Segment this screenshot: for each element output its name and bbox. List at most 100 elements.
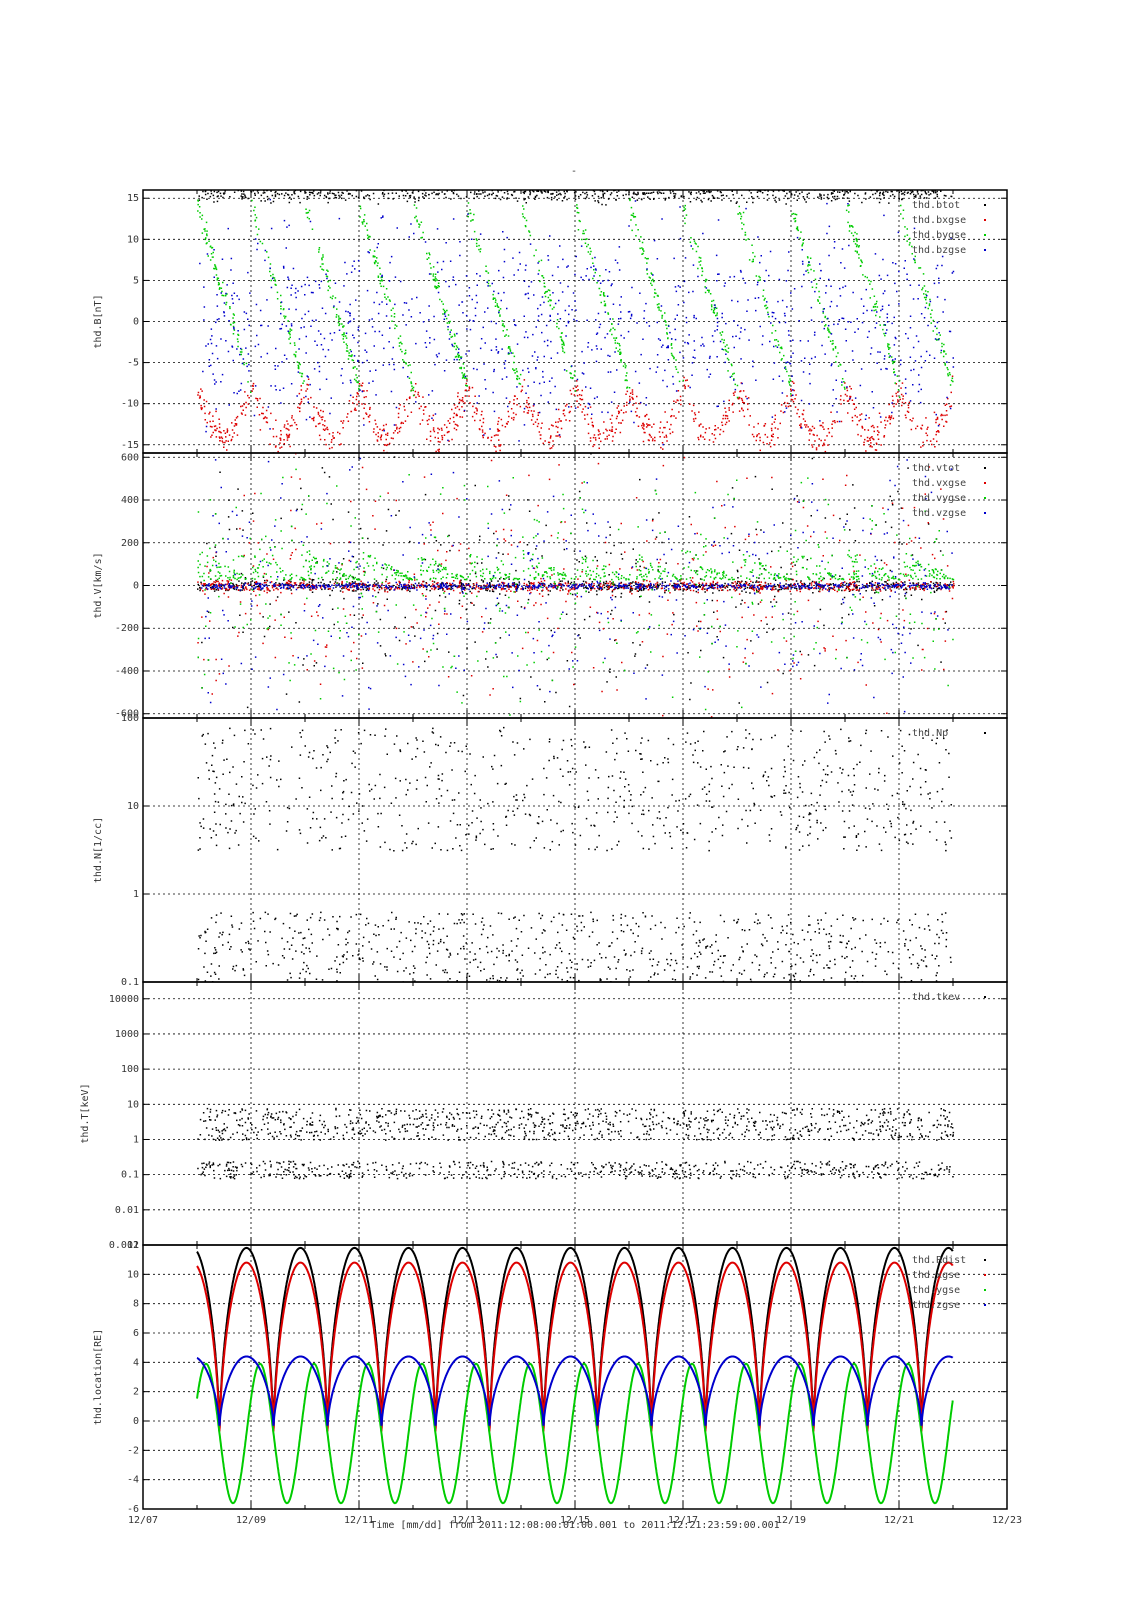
- figure-title: -: [571, 166, 577, 177]
- y-tick-label: 10: [127, 1099, 139, 1110]
- y-tick-label: -2: [127, 1445, 139, 1456]
- legend-marker: [984, 234, 986, 236]
- y-tick-label: -10: [121, 399, 139, 410]
- y-tick-label: 100: [121, 1064, 139, 1075]
- legend-label: thd.vygse: [912, 493, 966, 504]
- x-axis-footer: Time [mm/dd] from 2011:12:08:00:01:00.00…: [370, 1520, 779, 1531]
- y-tick-label: 10: [127, 234, 139, 245]
- x-tick-label: 12/09: [236, 1515, 266, 1526]
- y-tick-label: 1: [133, 889, 139, 900]
- y-tick-label: 1: [133, 1134, 139, 1145]
- legend-marker: [984, 1274, 986, 1276]
- y-tick-label: 12: [127, 1240, 139, 1251]
- series-points-thd-bzgse: [199, 190, 955, 446]
- series-line-thd-xgse: [196, 1261, 954, 1432]
- y-tick-label: -600: [115, 709, 139, 720]
- y-tick-label: 0: [133, 581, 139, 592]
- y-tick-label: 10: [127, 1269, 139, 1280]
- y-axis-label: thd.T[keV]: [80, 1083, 91, 1143]
- plot-area: [196, 1246, 954, 1505]
- series-points-thd-bxgse: [197, 375, 954, 453]
- panel-density: 0.1 1 10 100 thd.N[1/cc] thd.Np: [93, 713, 1008, 988]
- y-axis-label: thd.V[km/s]: [93, 552, 104, 618]
- y-tick-label: -15: [121, 440, 139, 451]
- legend-label: thd.bygse: [912, 230, 966, 241]
- y-axis-label: thd.location[RE]: [93, 1329, 104, 1425]
- legend-marker: [984, 1289, 986, 1291]
- panel-location: -6 -4 -2 0 2 4 6 8 10 12 thd.location[RE] thd.Rdist…: [93, 1240, 1008, 1515]
- series-points-thd-vzgse: [201, 457, 953, 713]
- legend-marker: [984, 1304, 986, 1306]
- legend-label: thd.Np: [912, 728, 948, 739]
- plot-area: [197, 190, 955, 453]
- legend-marker: [984, 1259, 986, 1261]
- series-points-thd-vxgse: [197, 453, 955, 718]
- y-tick-label: 0.001: [109, 1240, 139, 1251]
- y-tick-label: 4: [133, 1357, 139, 1368]
- series-line-thd-zgse: [196, 1355, 954, 1426]
- y-tick-label: -200: [115, 623, 139, 634]
- legend-label: thd.Rdist: [912, 1255, 966, 1266]
- legend-marker: [984, 497, 986, 499]
- legend-label: thd.bxgse: [912, 215, 966, 226]
- y-tick-label: -5: [127, 358, 139, 369]
- legend-marker: [984, 249, 986, 251]
- legend-label: thd.ygse: [912, 1285, 960, 1296]
- legend-label: thd.zgse: [912, 1300, 960, 1311]
- series-points-thd-vygse: [197, 468, 955, 716]
- x-tick-label: 12/07: [128, 1515, 158, 1526]
- y-tick-label: 10000: [109, 994, 139, 1005]
- panel-magnetic-field: -15 -10 -5 0 5 10 15 thd.B[nT] thd.btot thd.bxgse…: [93, 189, 1008, 454]
- y-tick-label: 0: [133, 1416, 139, 1427]
- y-tick-label: 10: [127, 801, 139, 812]
- plot-area: [197, 453, 955, 718]
- legend-label: thd.xgse: [912, 1270, 960, 1281]
- legend-label: thd.vxgse: [912, 478, 966, 489]
- y-tick-label: 400: [121, 495, 139, 506]
- panel-velocity: -600 -400 -200 0 200 400 600 thd.V[km/s] thd.vto…: [93, 452, 1008, 720]
- legend-label: thd.tkev: [912, 992, 960, 1003]
- y-tick-label: 2: [133, 1387, 139, 1398]
- y-tick-label: -4: [127, 1475, 139, 1486]
- legend-label: thd.btot: [912, 200, 960, 211]
- y-tick-label: 0: [133, 317, 139, 328]
- series-points-thd-bygse: [197, 198, 954, 399]
- y-tick-label: 0.01: [115, 1205, 139, 1216]
- legend-marker: [984, 204, 986, 206]
- legend-marker: [984, 732, 986, 734]
- panel-frame: [142, 1244, 1008, 1510]
- y-tick-label: 5: [133, 275, 139, 286]
- x-tick-label: 12/17: [668, 1515, 698, 1526]
- y-tick-label: 6: [133, 1328, 139, 1339]
- x-tick-label: 12/13: [452, 1515, 482, 1526]
- legend-label: thd.vtot: [912, 463, 960, 474]
- y-tick-label: 0.1: [121, 1170, 139, 1181]
- legend-marker: [984, 482, 986, 484]
- y-tick-label: -400: [115, 666, 139, 677]
- series-points-thd-tkev: [197, 1107, 955, 1180]
- x-tick-label: 12/21: [884, 1515, 914, 1526]
- y-axis-label: thd.N[1/cc]: [93, 817, 104, 883]
- y-tick-label: -6: [127, 1504, 139, 1515]
- legend-label: thd.bzgse: [912, 245, 966, 256]
- y-tick-label: 15: [127, 193, 139, 204]
- y-tick-label: 1000: [115, 1029, 139, 1040]
- y-tick-label: 0.1: [121, 977, 139, 988]
- legend-marker: [984, 219, 986, 221]
- y-tick-label: 600: [121, 452, 139, 463]
- x-tick-label: 12/15: [560, 1515, 590, 1526]
- series-line-thd-ygse: [196, 1362, 954, 1505]
- panel-temperature: 0.001 0.01 0.1 1 10 100 1000 10000 thd.T[keV] thd…: [80, 981, 1008, 1251]
- y-axis-label: thd.B[nT]: [93, 294, 104, 348]
- legend-marker: [984, 512, 986, 514]
- y-tick-label: 100: [121, 713, 139, 724]
- legend-marker: [984, 996, 986, 998]
- y-tick-label: 8: [133, 1299, 139, 1310]
- y-tick-label: 200: [121, 538, 139, 549]
- panels: -15-10-5051015thd.B[nT]thd.btotthd.bxgse…: [80, 189, 1022, 1526]
- x-tick-label: 12/23: [992, 1515, 1022, 1526]
- plot-area: [197, 1107, 955, 1180]
- series-points-thd-btot: [198, 190, 953, 206]
- x-tick-label: 12/11: [344, 1515, 374, 1526]
